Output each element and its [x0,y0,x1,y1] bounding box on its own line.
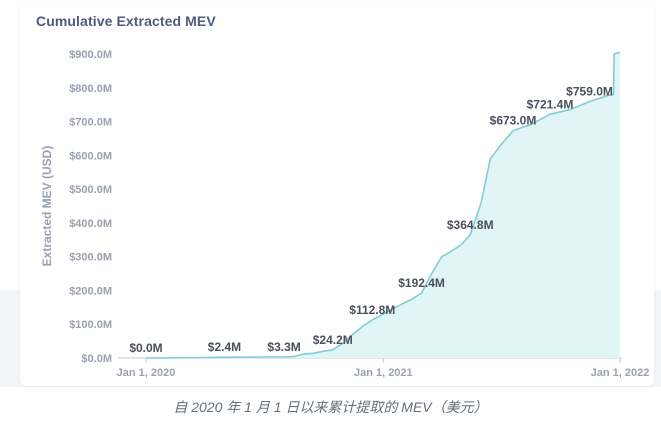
x-tick-label: Jan 1, 2022 [591,367,650,379]
y-tick-label: $100.0M [69,319,112,331]
y-tick-label: $200.0M [69,285,112,297]
data-label: $2.4M [208,340,241,354]
data-labels: $0.0M $2.4M $3.3M $24.2M $112.8M$192.4M $364.… [129,85,613,355]
y-tick-label: $500.0M [69,184,112,196]
data-label: $3.3M [267,340,300,354]
y-tick-label: $800.0M [69,83,112,95]
plot-area [145,51,621,359]
data-label: $0.0M [129,341,162,355]
y-tick-label: $300.0M [69,252,112,264]
y-tick-label: $600.0M [69,150,112,162]
data-label: $673.0M [490,114,537,128]
data-label: $24.2M [313,333,353,347]
series-area [146,52,620,359]
y-tick-label: $900.0M [69,49,112,61]
x-tick-label: Jan 1, 2021 [354,367,413,379]
data-label: $192.4M [398,276,445,290]
x-axis: Jan 1, 2020 Jan 1, 2021 Jan 1, 2022 [117,357,650,379]
data-label: $721.4M [527,97,574,111]
data-label: $364.8M [447,218,494,232]
chart-title: Cumulative Extracted MEV [36,13,216,29]
y-axis-label: Extracted MEV (USD) [40,146,54,267]
y-axis: $0.0M $100.0M $200.0M $300.0M $400.0M $500.0M… [69,49,112,365]
y-tick-label: $400.0M [69,218,112,230]
data-label: $759.0M [566,85,613,99]
data-label: $112.8M [349,303,395,317]
x-tick-label: Jan 1, 2020 [117,367,176,379]
figure-caption: 自 2020 年 1 月 1 日以来累计提取的 MEV（美元） [173,399,488,415]
y-tick-label: $0.0M [81,353,112,365]
series-line [145,51,621,359]
y-tick-label: $700.0M [69,117,112,129]
